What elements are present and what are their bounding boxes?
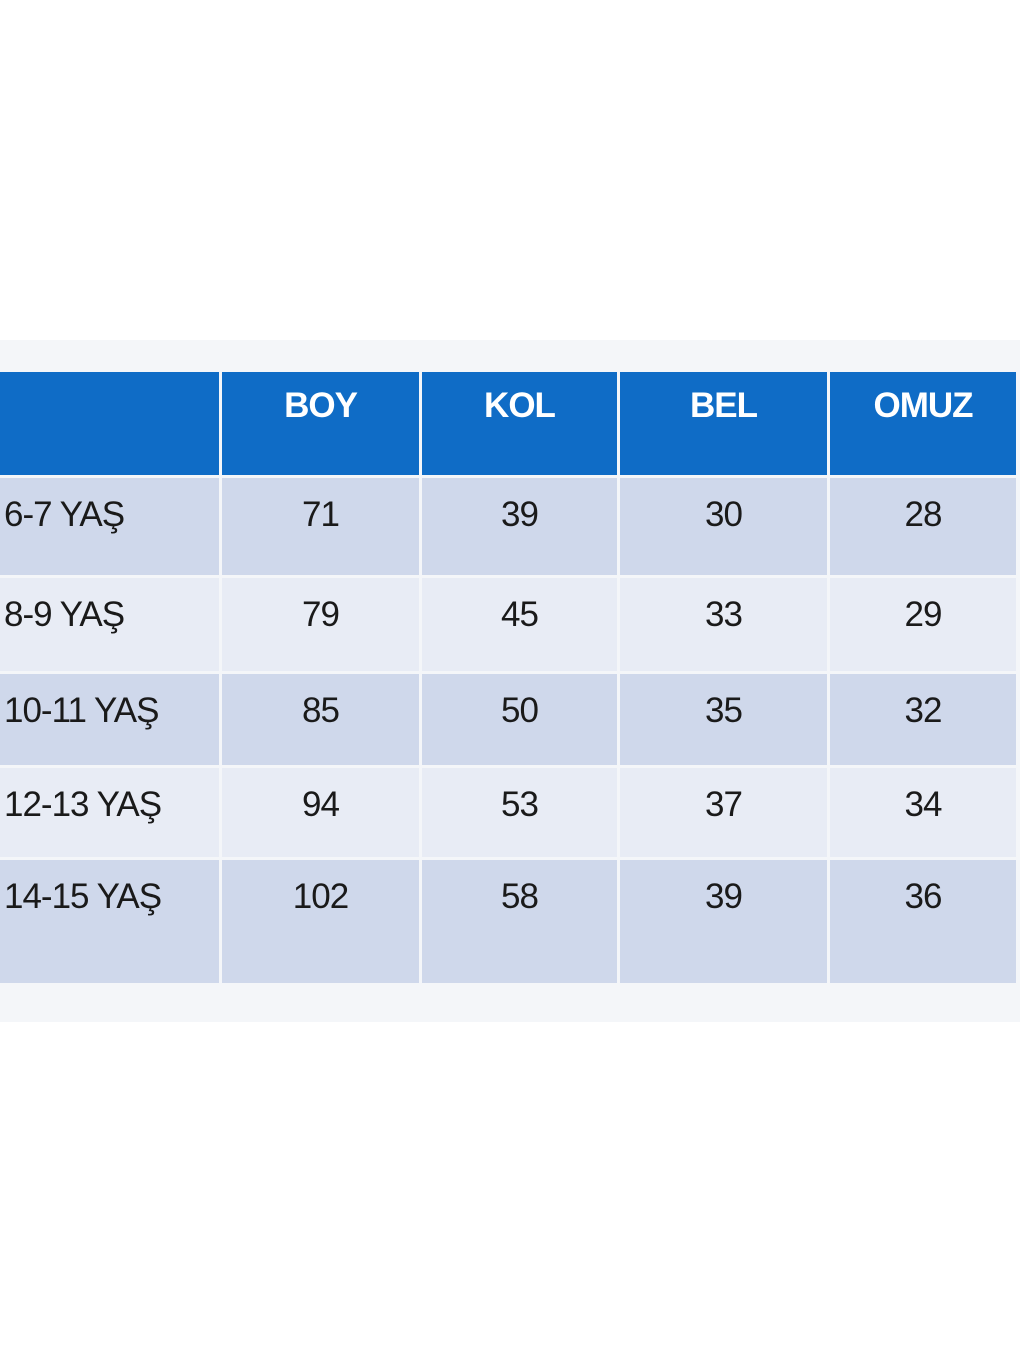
table-cell: 33	[620, 578, 827, 671]
table-cell: 45	[422, 578, 617, 671]
table-cell: 30	[620, 478, 827, 575]
table-cell: 39	[620, 860, 827, 983]
table-cell: 28	[830, 478, 1016, 575]
header-cell: BOY	[222, 372, 419, 475]
row-label: 12-13 YAŞ	[0, 768, 219, 857]
row-label: 14-15 YAŞ	[0, 860, 219, 983]
header-cell	[0, 372, 219, 475]
table-cell: 29	[830, 578, 1016, 671]
header-cell: KOL	[422, 372, 617, 475]
header-cell: OMUZ	[830, 372, 1016, 475]
table-cell: 32	[830, 674, 1016, 765]
table-cell: 102	[222, 860, 419, 983]
table-cell: 34	[830, 768, 1016, 857]
table-cell: 94	[222, 768, 419, 857]
table-cell: 39	[422, 478, 617, 575]
table-cell: 71	[222, 478, 419, 575]
table-cell: 58	[422, 860, 617, 983]
table-cell: 35	[620, 674, 827, 765]
row-label: 6-7 YAŞ	[0, 478, 219, 575]
table-cell: 85	[222, 674, 419, 765]
table-cell: 37	[620, 768, 827, 857]
table-cell: 53	[422, 768, 617, 857]
table-cell: 50	[422, 674, 617, 765]
header-cell: BEL	[620, 372, 827, 475]
row-label: 8-9 YAŞ	[0, 578, 219, 671]
table-cell: 36	[830, 860, 1016, 983]
row-label: 10-11 YAŞ	[0, 674, 219, 765]
table-cell: 79	[222, 578, 419, 671]
